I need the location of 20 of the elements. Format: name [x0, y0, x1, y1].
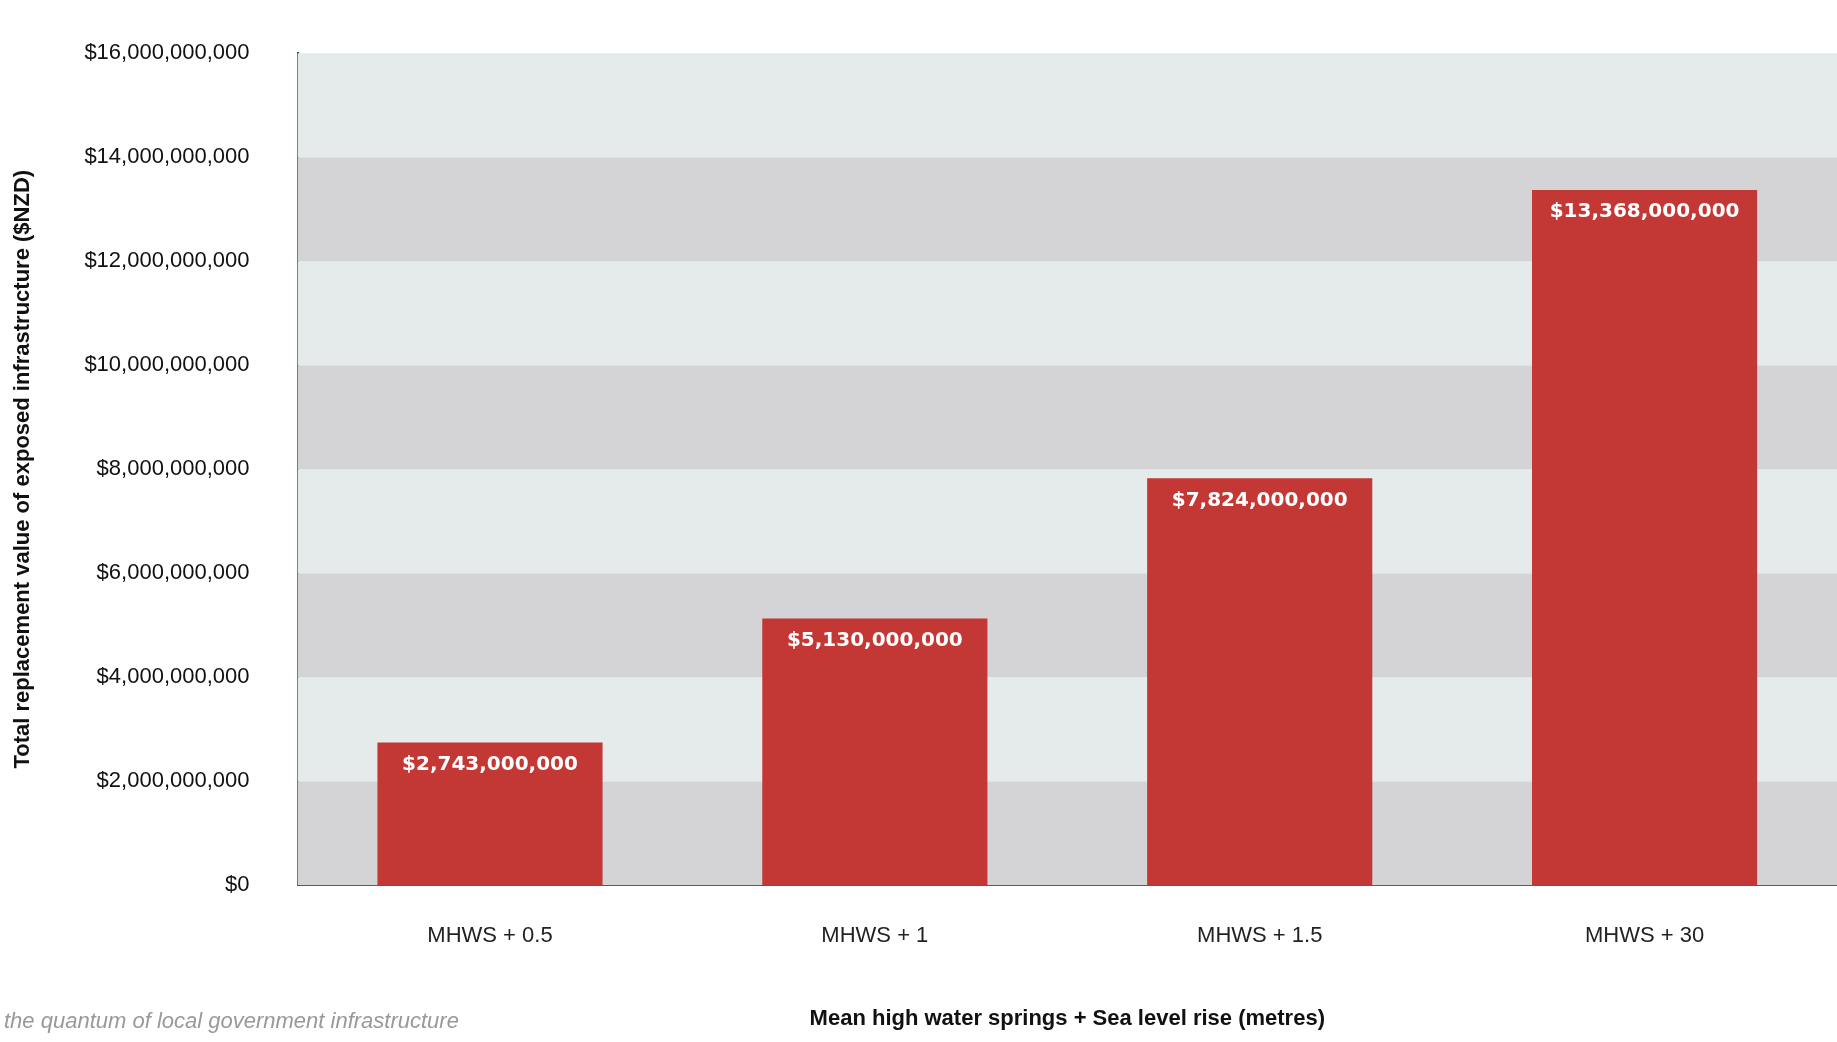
x-tick-label: MHWS + 1.5: [1197, 922, 1323, 948]
text: the quantum of local government infrastructure: [4, 1008, 459, 1034]
y-tick-label: $2,000,000,000: [96, 767, 250, 793]
x-tick-label: MHWS + 0.5: [427, 922, 553, 948]
data-label: $13,368,000,000: [1549, 198, 1740, 223]
y-tick-label: $16,000,000,000: [84, 39, 250, 65]
x-tick-label: MHWS + 1: [821, 922, 929, 948]
y-tick-label: $12,000,000,000: [84, 247, 250, 273]
y-tick-label: $14,000,000,000: [84, 143, 250, 169]
y-tick-label: $6,000,000,000: [96, 559, 250, 585]
data-label: $7,824,000,000: [1171, 486, 1348, 511]
y-tick-label: $4,000,000,000: [96, 663, 250, 689]
data-label: $5,130,000,000: [786, 626, 963, 651]
data-label: $2,743,000,000: [402, 750, 578, 775]
x-tick-label: MHWS + 30: [1584, 922, 1705, 948]
y-tick-label: $0: [225, 871, 250, 897]
y-axis-title: Total replacement value of exposed infrastructure ($NZD): [9, 169, 35, 769]
y-tick-label: $8,000,000,000: [96, 455, 250, 481]
x-axis-title: Mean high water springs + Sea level rise (metres): [809, 1004, 1325, 1030]
y-tick-label: $10,000,000,000: [84, 351, 250, 377]
